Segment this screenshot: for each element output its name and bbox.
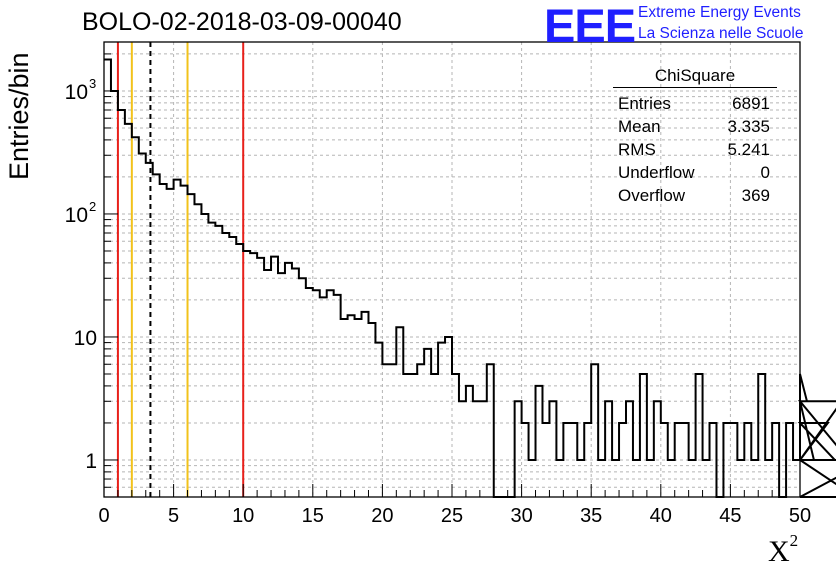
y-tick-label: 10 bbox=[65, 204, 88, 227]
stats-row-overflow: Overflow 369 bbox=[613, 184, 777, 207]
x-tick-label: 5 bbox=[168, 505, 179, 527]
grid-lines bbox=[104, 42, 800, 497]
logo-line-2: La Scienza nelle Scuole bbox=[638, 25, 804, 42]
x-tick-label: 20 bbox=[371, 505, 393, 527]
y-axis-label: Entries/bin bbox=[4, 52, 34, 180]
x-tick-label: 35 bbox=[580, 505, 602, 527]
stats-value: 6891 bbox=[732, 94, 770, 113]
x-tick-label: 50 bbox=[789, 505, 811, 527]
chart-title: BOLO-02-2018-03-09-00040 bbox=[82, 8, 402, 36]
stats-label: Mean bbox=[618, 117, 661, 136]
x-tick-label: 10 bbox=[232, 505, 254, 527]
x-tick-label: 0 bbox=[98, 505, 109, 527]
stats-row-underflow: Underflow 0 bbox=[613, 161, 777, 184]
stats-row-mean: Mean 3.335 bbox=[613, 115, 777, 138]
stats-row-entries: Entries 6891 bbox=[613, 92, 777, 115]
logo-mark: EEE bbox=[544, 0, 636, 52]
x-tick-label: 40 bbox=[650, 505, 672, 527]
reference-lines bbox=[116, 42, 245, 497]
stats-value: 5.241 bbox=[727, 140, 770, 159]
stats-title: ChiSquare bbox=[613, 64, 777, 88]
x-tick-label: 45 bbox=[719, 505, 741, 527]
x-axis-label: X2 bbox=[768, 531, 798, 569]
x-axis-label-exponent: 2 bbox=[789, 531, 799, 550]
y-tick-exponent: 2 bbox=[89, 199, 96, 214]
stats-row-rms: RMS 5.241 bbox=[613, 138, 777, 161]
y-tick-label: 1 bbox=[85, 450, 97, 473]
stats-label: Entries bbox=[618, 94, 671, 113]
x-tick-label: 30 bbox=[510, 505, 532, 527]
stats-label: Underflow bbox=[618, 163, 695, 182]
x-axis-ticks: 0 5 10 15 20 25 30 35 40 45 50 bbox=[98, 484, 811, 527]
y-tick-exponent: 3 bbox=[89, 76, 96, 91]
x-tick-label: 15 bbox=[302, 505, 324, 527]
stats-value: 0 bbox=[760, 163, 770, 182]
stats-label: RMS bbox=[618, 140, 656, 159]
stats-box: ChiSquare Entries 6891 Mean 3.335 RMS 5.241… bbox=[613, 64, 777, 207]
x-axis-label-base: X bbox=[768, 535, 790, 568]
eee-logo: EEE Extreme Energy Events La Scienza nel… bbox=[544, 0, 803, 52]
y-tick-label: 10 bbox=[65, 81, 88, 104]
logo-line-1: Extreme Energy Events bbox=[638, 4, 801, 21]
stats-value: 3.335 bbox=[727, 117, 770, 136]
stats-value: 369 bbox=[741, 186, 770, 205]
y-tick-label: 10 bbox=[74, 327, 97, 350]
stats-label: Overflow bbox=[618, 186, 686, 205]
x-tick-label: 25 bbox=[441, 505, 463, 527]
